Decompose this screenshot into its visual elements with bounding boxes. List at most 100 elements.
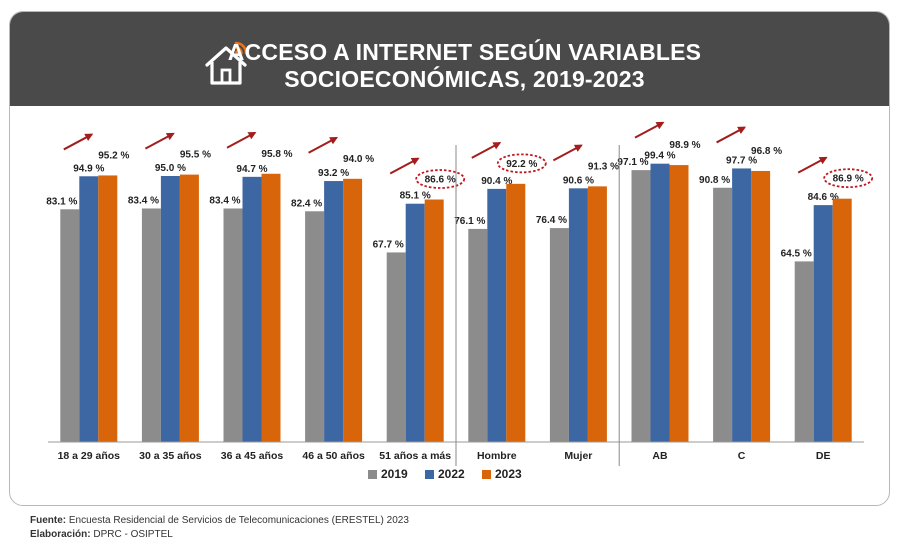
bar-2019-4	[386, 252, 406, 442]
data-label-2022-2: 94.7 %	[236, 164, 267, 175]
legend-swatch-2019	[368, 470, 377, 479]
bar-2023-1	[179, 174, 199, 442]
trend-arrow-1	[144, 132, 175, 150]
category-label-6: Mujer	[564, 450, 592, 462]
category-label-7: AB	[652, 450, 668, 462]
bar-2022-1	[160, 176, 180, 442]
title-banner: ACCESO A INTERNET SEGÚN VARIABLES SOCIOE…	[10, 12, 889, 106]
bar-2023-8	[751, 170, 771, 442]
legend-swatch-2022	[425, 470, 434, 479]
source-text: Encuesta Residencial de Servicios de Tel…	[68, 515, 409, 526]
data-label-2019-6: 76.4 %	[536, 215, 567, 226]
data-label-2019-1: 83.4 %	[128, 195, 159, 206]
credit-text: DPRC - OSIPTEL	[93, 529, 173, 540]
bar-2019-3	[305, 211, 325, 442]
bar-2023-0	[98, 175, 118, 442]
category-label-0: 18 a 29 años	[58, 450, 121, 462]
house-wifi-icon	[205, 41, 248, 85]
trend-arrow-5	[471, 141, 502, 159]
bar-2019-0	[60, 209, 80, 442]
bar-2022-7	[650, 163, 670, 442]
data-label-2022-5: 90.4 %	[481, 176, 512, 187]
category-label-1: 30 a 35 años	[139, 450, 202, 462]
category-label-4: 51 años a más	[379, 450, 451, 462]
bar-2019-1	[141, 208, 161, 442]
data-label-2023-4: 86.6 %	[425, 175, 456, 186]
bar-2023-3	[343, 178, 363, 443]
bar-2023-5	[506, 183, 526, 442]
bar-2019-6	[549, 228, 569, 442]
trend-arrow-6	[552, 144, 583, 162]
bar-2019-2	[223, 208, 243, 442]
bar-2022-6	[568, 188, 588, 442]
bar-2019-9	[794, 261, 814, 442]
data-label-2019-0: 83.1 %	[46, 196, 77, 207]
legend-label-2019: 2019	[381, 467, 408, 481]
data-label-2022-4: 85.1 %	[400, 191, 431, 202]
trend-arrow-8	[716, 126, 747, 144]
bar-2019-7	[631, 170, 651, 442]
credit-note: Elaboración: DPRC - OSIPTEL	[30, 529, 173, 540]
data-label-2022-0: 94.9 %	[73, 163, 104, 174]
bar-2023-9	[832, 198, 852, 442]
source-label: Fuente:	[30, 515, 67, 526]
bar-2022-0	[79, 176, 99, 442]
data-label-2022-1: 95.0 %	[155, 163, 186, 174]
bar-2022-2	[242, 176, 262, 442]
bar-2023-7	[669, 165, 689, 442]
highlight-ring-4	[415, 169, 466, 189]
chart-title-line2: SOCIOECONÓMICAS, 2019-2023	[284, 66, 645, 92]
data-label-2022-8: 97.7 %	[726, 155, 757, 166]
bar-2022-8	[732, 168, 752, 442]
data-label-2023-0: 95.2 %	[98, 150, 129, 161]
data-label-2023-1: 95.5 %	[180, 150, 211, 161]
trend-arrow-0	[63, 133, 94, 151]
bar-2022-5	[487, 188, 507, 442]
data-label-2023-7: 98.9 %	[669, 140, 700, 151]
source-note: Fuente: Encuesta Residencial de Servicio…	[30, 515, 409, 526]
data-label-2022-3: 93.2 %	[318, 168, 349, 179]
category-label-2: 36 a 45 años	[221, 450, 284, 462]
legend-label-2022: 2022	[438, 467, 465, 481]
data-label-2023-8: 96.8 %	[751, 146, 782, 157]
data-label-2023-2: 95.8 %	[261, 149, 292, 160]
bar-2022-4	[405, 203, 425, 442]
trend-arrow-4	[389, 157, 420, 175]
data-label-2023-5: 92.2 %	[506, 159, 537, 170]
category-label-3: 46 a 50 años	[302, 450, 365, 462]
data-label-2023-9: 86.9 %	[833, 174, 864, 185]
legend-swatch-2023	[482, 470, 491, 479]
highlight-ring-5	[496, 153, 547, 174]
category-label-8: C	[738, 450, 746, 462]
bar-2023-4	[424, 199, 444, 442]
highlight-ring-9	[823, 168, 874, 189]
category-label-9: DE	[816, 450, 831, 462]
data-label-2023-3: 94.0 %	[343, 154, 374, 165]
trend-arrow-3	[308, 136, 339, 154]
bar-2023-2	[261, 173, 281, 442]
data-label-2019-7: 97.1 %	[617, 157, 648, 168]
data-label-2022-6: 90.6 %	[563, 175, 594, 186]
data-label-2019-5: 76.1 %	[454, 216, 485, 227]
data-label-2019-2: 83.4 %	[209, 195, 240, 206]
category-label-5: Hombre	[477, 450, 517, 462]
data-label-2022-7: 99.4 %	[644, 151, 675, 162]
bar-2019-5	[468, 228, 488, 442]
trend-arrow-2	[226, 131, 257, 149]
chart-title-line1: ACCESO A INTERNET SEGÚN VARIABLES	[227, 39, 702, 65]
credit-label: Elaboración:	[30, 529, 91, 540]
legend-label-2023: 2023	[495, 467, 522, 481]
data-label-2022-9: 84.6 %	[808, 192, 839, 203]
trend-arrow-7	[634, 121, 665, 139]
data-label-2019-8: 90.8 %	[699, 175, 730, 186]
data-label-2019-9: 64.5 %	[781, 248, 812, 259]
bar-2022-3	[324, 181, 344, 443]
bar-2023-6	[587, 186, 607, 442]
data-label-2019-3: 82.4 %	[291, 198, 322, 209]
data-label-2023-6: 91.3 %	[588, 161, 619, 172]
trend-arrow-9	[797, 156, 828, 174]
bar-2022-9	[813, 205, 833, 442]
bar-2019-8	[713, 187, 733, 442]
data-label-2019-4: 67.7 %	[373, 239, 404, 250]
